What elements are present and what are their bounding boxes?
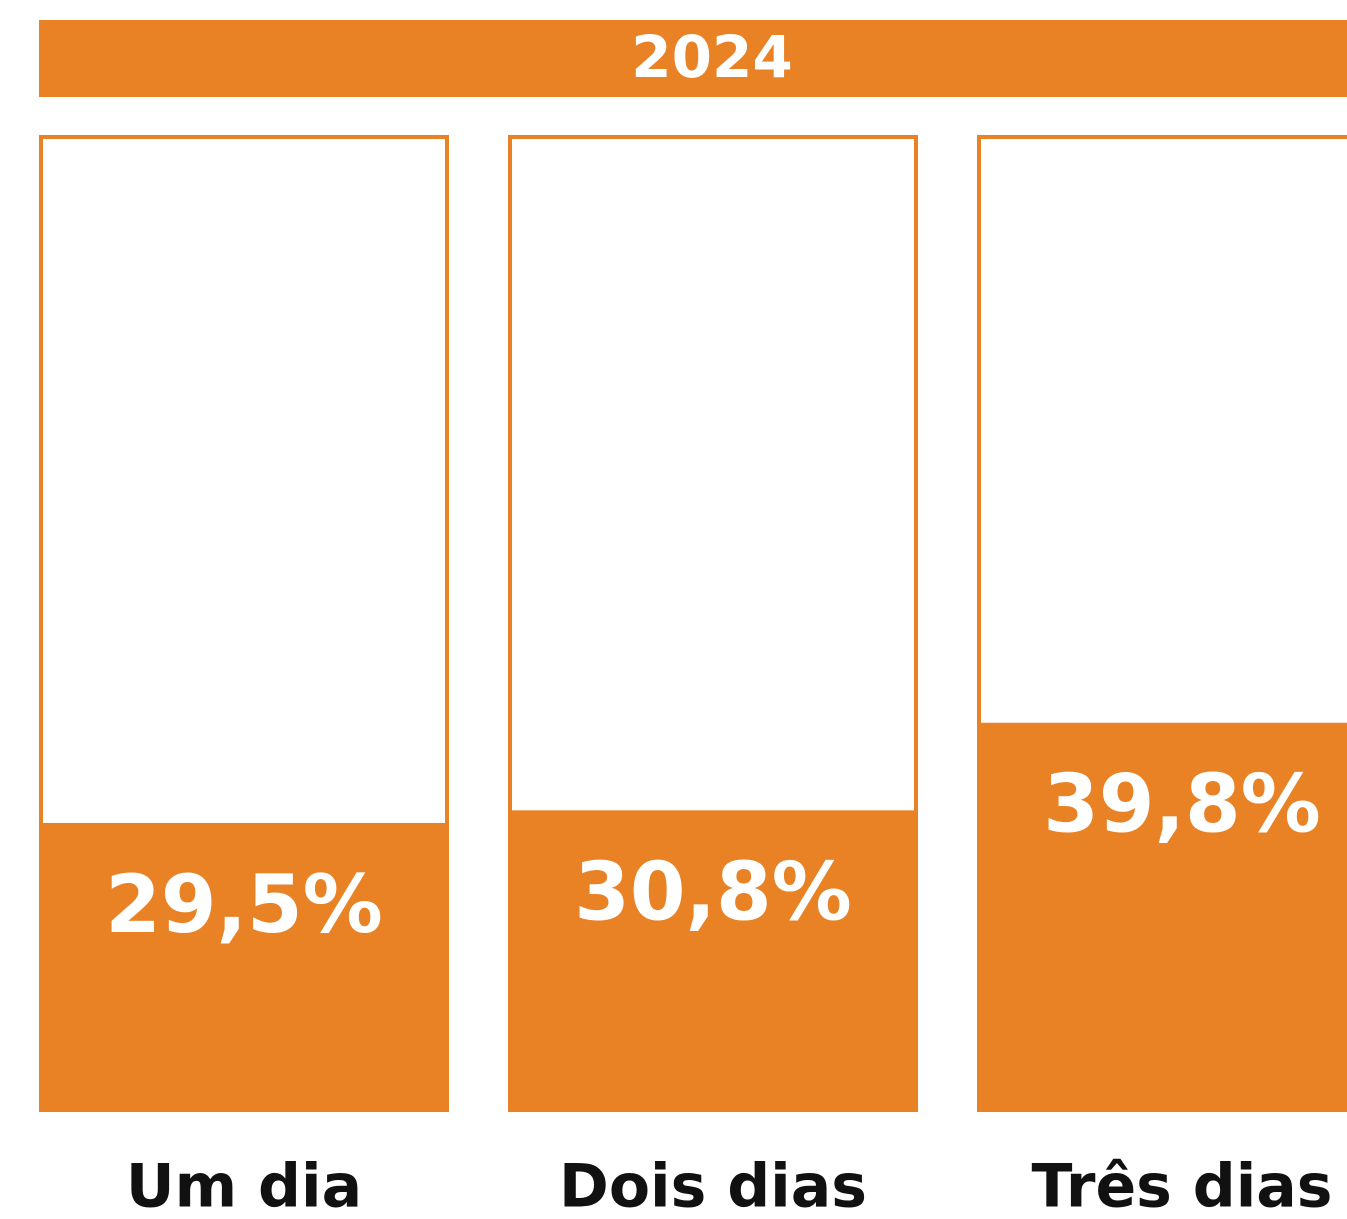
bar (508, 810, 918, 1110)
x-tick-label: Dois dias (559, 1152, 867, 1219)
x-tick-label: Um dia (126, 1152, 362, 1219)
x-tick-label: Três dias (1032, 1152, 1333, 1219)
title-banner (39, 20, 1347, 97)
bar (39, 822, 449, 1110)
bar (977, 722, 1347, 1110)
value-label: 29,5% (105, 858, 383, 951)
chart-title: 2024 (631, 23, 792, 91)
value-label: 39,8% (1043, 758, 1321, 851)
value-label: 30,8% (574, 845, 852, 938)
